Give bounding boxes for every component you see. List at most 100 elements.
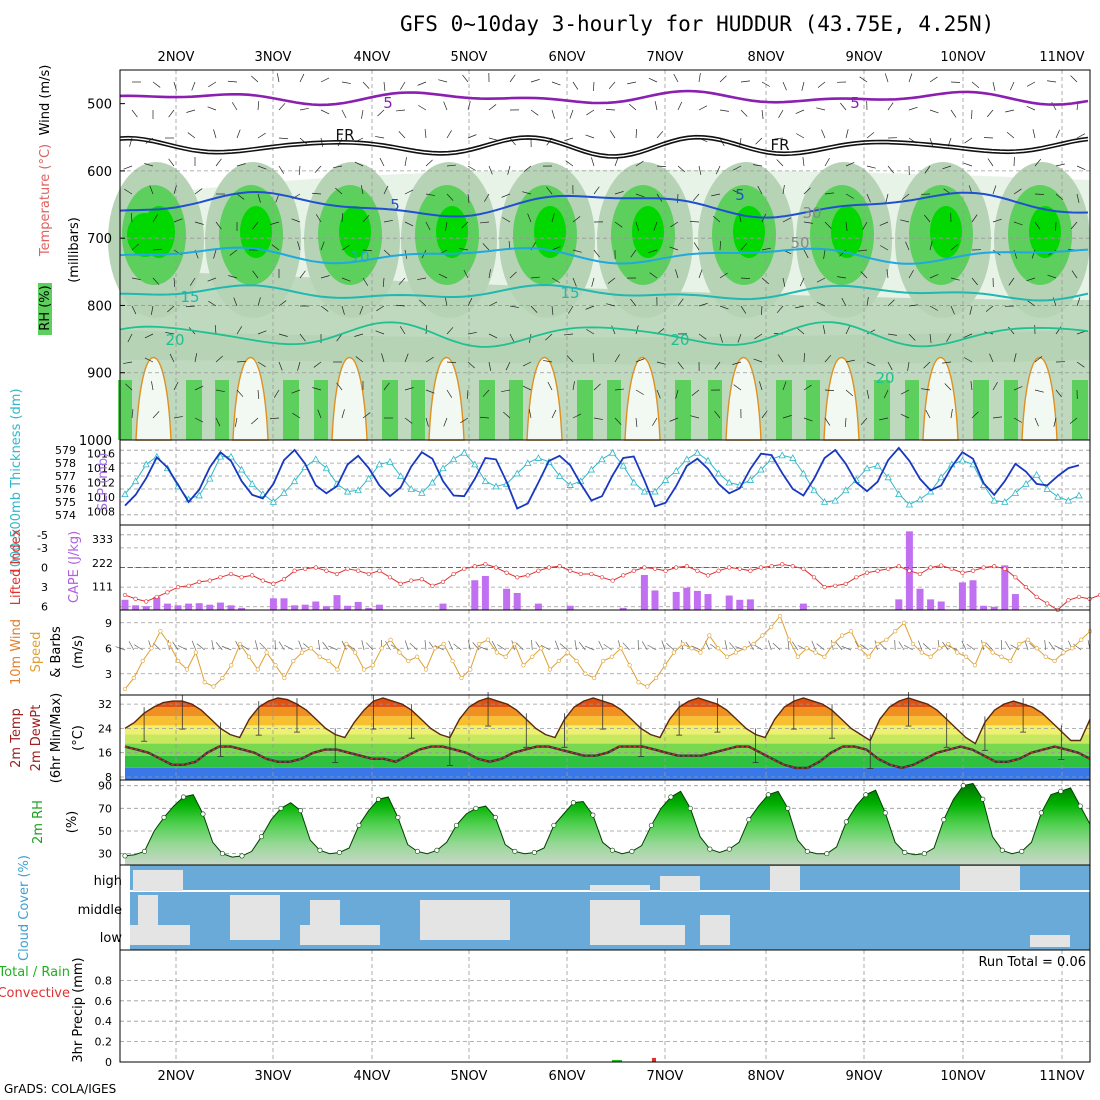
lifted-index-marker — [748, 568, 753, 573]
wind-barb — [425, 356, 434, 363]
wind-speed-marker — [255, 667, 260, 672]
thickness-tick-label: 579 — [55, 444, 76, 457]
wind-barb — [719, 305, 729, 310]
wind-speed-marker — [246, 654, 252, 659]
wind-barb — [1055, 129, 1060, 139]
wind-barb-10m — [647, 644, 657, 651]
cape-bar — [216, 602, 224, 610]
wind-barb — [278, 361, 283, 371]
lifted-index-marker — [186, 583, 191, 588]
cape-bar — [916, 588, 924, 610]
lifted-index-marker — [578, 571, 583, 577]
wind-axis-label-4: (m/s) — [71, 635, 86, 669]
wind-barb — [382, 277, 385, 287]
lifted-index-marker — [228, 571, 234, 577]
wind-barb — [887, 299, 895, 307]
wind-barb — [566, 355, 574, 363]
lifted-index-marker — [493, 565, 499, 570]
wind-barb — [607, 277, 616, 284]
rh-marker — [453, 822, 459, 828]
wind-speed-marker — [565, 650, 570, 655]
wind-speed-marker — [716, 646, 721, 651]
wind-barb — [257, 389, 260, 399]
rh-marker — [941, 817, 947, 823]
wind-barb — [523, 165, 532, 172]
thickness-marker — [693, 448, 702, 456]
lifted-index-marker — [917, 571, 923, 577]
thickness-marker — [460, 448, 468, 456]
cape-bar — [195, 603, 203, 610]
wind-barb — [509, 74, 516, 83]
cape-bar — [174, 605, 182, 610]
wind-barb — [362, 412, 371, 419]
wind-barb — [320, 137, 324, 147]
slp-tick-label: 1016 — [87, 448, 115, 461]
rh-marker — [317, 847, 323, 853]
thickness-marker — [990, 496, 998, 504]
contour-label: 10 — [350, 248, 369, 266]
rh-marker — [824, 851, 830, 857]
wind-barb — [207, 277, 217, 282]
cloud-block — [700, 915, 730, 945]
wind-barb — [527, 213, 532, 223]
wind-barb — [297, 361, 301, 371]
wind-barb — [740, 305, 747, 314]
cloud-level-label: high — [94, 874, 122, 889]
wind-barb — [987, 158, 994, 167]
wind-barb — [509, 333, 515, 343]
wind-speed-marker — [1052, 658, 1057, 664]
wind-speed-marker — [698, 650, 703, 655]
wind-barb — [467, 331, 477, 335]
wind-barb — [547, 381, 553, 391]
wind-barb — [611, 325, 616, 335]
thickness-marker — [651, 487, 659, 495]
wind-barb — [404, 221, 414, 227]
date-label-top: 9NOV — [846, 50, 883, 65]
lifted-index-marker — [419, 577, 424, 582]
wind-barb — [908, 304, 918, 307]
wind-barb — [719, 272, 728, 279]
credit-label: GrADS: COLA/IGES — [4, 1082, 117, 1096]
wind-barb — [824, 158, 830, 167]
wind-speed-marker — [583, 671, 588, 676]
contour-label: 5 — [390, 196, 400, 214]
wind-barb — [950, 277, 960, 281]
wind-barb — [714, 410, 721, 419]
wind-speed-marker — [955, 650, 960, 655]
wind-barb — [270, 417, 280, 420]
wind-barb — [362, 215, 370, 223]
wind-speed-marker — [229, 663, 234, 668]
wind-barb — [551, 213, 555, 223]
wind-speed-marker — [397, 650, 402, 655]
wind-barb — [845, 359, 855, 363]
wind-barb — [608, 81, 616, 90]
wind-barb-10m — [1010, 644, 1020, 651]
date-label-bottom: 5NOV — [451, 1069, 488, 1084]
wind-barb — [1047, 274, 1057, 279]
wind-barb — [921, 388, 931, 391]
wind-barb — [822, 325, 826, 335]
wind-barb — [635, 193, 645, 198]
wind-barb — [278, 300, 287, 307]
lifted-index-marker — [377, 568, 382, 573]
wind-barb — [1013, 386, 1023, 391]
wind-barb — [425, 221, 431, 231]
wind-barb — [803, 249, 809, 259]
wind-barb-10m — [1073, 643, 1082, 651]
wind-barb — [884, 73, 889, 83]
wind-barb — [690, 415, 700, 419]
lifted-index-marker — [886, 566, 891, 571]
wind-barb — [231, 102, 238, 111]
wind-barb-10m — [221, 645, 232, 651]
wind-barb — [950, 305, 955, 315]
wind-barb-10m — [468, 640, 471, 651]
wind-barb — [194, 188, 203, 195]
wind-speed-marker — [609, 654, 615, 659]
wind-barb — [446, 361, 456, 364]
wind-barb-10m — [835, 642, 843, 651]
thickness-tick-label: 576 — [55, 483, 76, 496]
wind-barb — [802, 157, 805, 167]
wind-speed-marker — [999, 654, 1004, 659]
wind-barb — [692, 193, 700, 202]
lifted-index-marker — [260, 578, 265, 583]
